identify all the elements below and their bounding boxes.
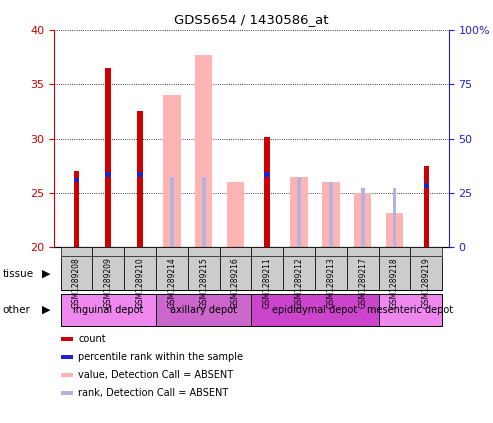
Bar	[315, 256, 347, 290]
Bar	[61, 355, 73, 359]
Text: axillary depot: axillary depot	[170, 305, 237, 315]
Bar	[264, 172, 270, 177]
Text: GSM1289213: GSM1289213	[326, 258, 335, 308]
Bar	[315, 247, 347, 256]
Bar	[423, 166, 429, 247]
Bar	[73, 178, 79, 182]
Text: GSM1289216: GSM1289216	[231, 258, 240, 308]
Bar	[106, 68, 111, 247]
Bar	[188, 256, 219, 290]
Bar	[423, 183, 429, 187]
Bar	[163, 95, 180, 247]
Text: tissue: tissue	[2, 269, 34, 279]
Bar	[61, 373, 73, 377]
Bar	[195, 55, 212, 247]
Bar	[379, 294, 442, 326]
Text: visceral adipose: visceral adipose	[305, 269, 389, 279]
Text: GSM1289211: GSM1289211	[263, 258, 272, 308]
Bar	[188, 247, 219, 256]
Bar	[347, 247, 379, 256]
Bar	[106, 172, 111, 177]
Bar	[322, 182, 340, 247]
Bar	[61, 294, 156, 326]
Bar	[124, 256, 156, 290]
Bar	[354, 193, 372, 247]
Text: ▶: ▶	[42, 305, 50, 315]
Text: GSM1289208: GSM1289208	[72, 258, 81, 308]
Bar	[92, 256, 124, 290]
Text: count: count	[78, 334, 106, 343]
Bar	[329, 182, 333, 247]
Bar	[251, 258, 442, 290]
Text: GSM1289210: GSM1289210	[136, 258, 144, 308]
Bar	[347, 256, 379, 290]
Text: GSM1289209: GSM1289209	[104, 258, 113, 308]
Text: other: other	[2, 305, 31, 315]
Title: GDS5654 / 1430586_at: GDS5654 / 1430586_at	[174, 13, 329, 26]
Bar	[379, 256, 411, 290]
Bar	[297, 177, 301, 247]
Text: epididymal depot: epididymal depot	[273, 305, 357, 315]
Bar	[156, 256, 188, 290]
Text: GSM1289212: GSM1289212	[295, 258, 304, 308]
Text: GSM1289219: GSM1289219	[422, 258, 431, 308]
Bar	[92, 247, 124, 256]
Text: percentile rank within the sample: percentile rank within the sample	[78, 352, 243, 362]
Bar	[392, 187, 396, 247]
Bar	[290, 177, 308, 247]
Text: mesenteric depot: mesenteric depot	[367, 305, 454, 315]
Bar	[124, 247, 156, 256]
Bar	[411, 256, 442, 290]
Bar	[283, 247, 315, 256]
Bar	[61, 258, 251, 290]
Bar	[202, 177, 206, 247]
Bar	[283, 256, 315, 290]
Bar	[386, 213, 403, 247]
Bar	[61, 337, 73, 341]
Text: GSM1289218: GSM1289218	[390, 258, 399, 308]
Bar	[411, 247, 442, 256]
Bar	[137, 111, 143, 247]
Text: rank, Detection Call = ABSENT: rank, Detection Call = ABSENT	[78, 388, 228, 398]
Bar	[251, 294, 379, 326]
Text: ▶: ▶	[42, 269, 50, 279]
Bar	[251, 256, 283, 290]
Bar	[264, 137, 270, 247]
Text: GSM1289217: GSM1289217	[358, 258, 367, 308]
Bar	[379, 247, 411, 256]
Bar	[170, 177, 174, 247]
Text: inguinal depot: inguinal depot	[73, 305, 143, 315]
Bar	[361, 187, 365, 247]
Text: GSM1289214: GSM1289214	[168, 258, 176, 308]
Bar	[219, 247, 251, 256]
Bar	[219, 256, 251, 290]
Bar	[137, 172, 143, 177]
Text: subcutaneous adipose: subcutaneous adipose	[98, 269, 214, 279]
Bar	[61, 256, 92, 290]
Text: GSM1289215: GSM1289215	[199, 258, 208, 308]
Bar	[61, 391, 73, 395]
Bar	[156, 294, 251, 326]
Bar	[227, 182, 244, 247]
Bar	[61, 247, 92, 256]
Bar	[156, 247, 188, 256]
Bar	[251, 247, 283, 256]
Text: value, Detection Call = ABSENT: value, Detection Call = ABSENT	[78, 370, 233, 380]
Bar	[73, 171, 79, 247]
